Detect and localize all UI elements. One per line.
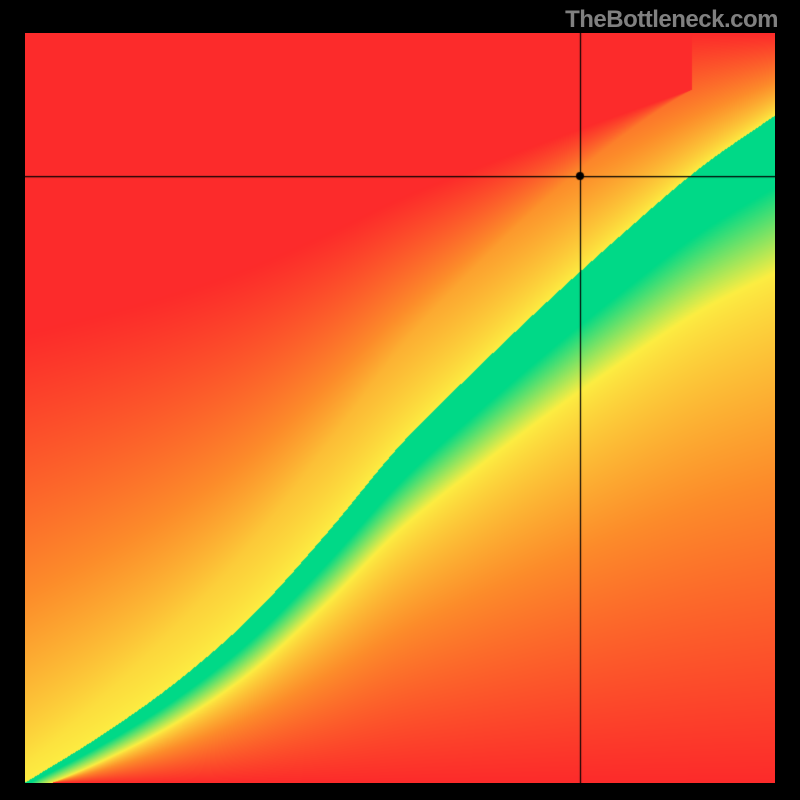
watermark-text: TheBottleneck.com <box>565 6 778 34</box>
bottleneck-heatmap <box>25 33 775 783</box>
chart-container: TheBottleneck.com <box>0 0 800 800</box>
